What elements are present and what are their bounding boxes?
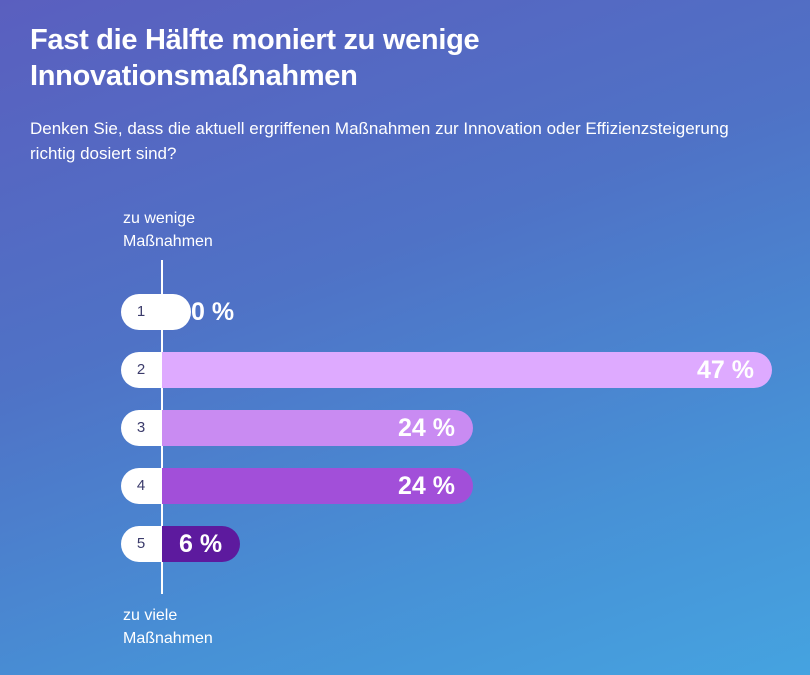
chart-subtitle: Denken Sie, dass die aktuell ergriffenen… xyxy=(30,119,729,163)
category-label: 5 xyxy=(136,535,146,552)
category-label: 2 xyxy=(136,361,146,378)
axis-top-label: zu wenige Maßnahmen xyxy=(123,210,213,250)
data-label: 24 % xyxy=(398,472,455,500)
data-label: 0 % xyxy=(191,298,235,326)
bar xyxy=(162,468,473,504)
category-label: 3 xyxy=(136,419,146,436)
bar xyxy=(162,526,240,562)
axis-bottom-label: zu viele Maßnahmen xyxy=(123,607,213,647)
bar xyxy=(162,352,772,388)
chart-title: Fast die Hälfte moniert zu wenige Innova… xyxy=(30,24,480,92)
data-label: 6 % xyxy=(179,530,223,558)
data-label: 47 % xyxy=(697,356,754,384)
category-label: 1 xyxy=(136,303,146,320)
bar xyxy=(162,410,473,446)
data-label: 24 % xyxy=(398,414,455,442)
category-label: 4 xyxy=(136,477,146,494)
category-pill xyxy=(121,294,191,330)
